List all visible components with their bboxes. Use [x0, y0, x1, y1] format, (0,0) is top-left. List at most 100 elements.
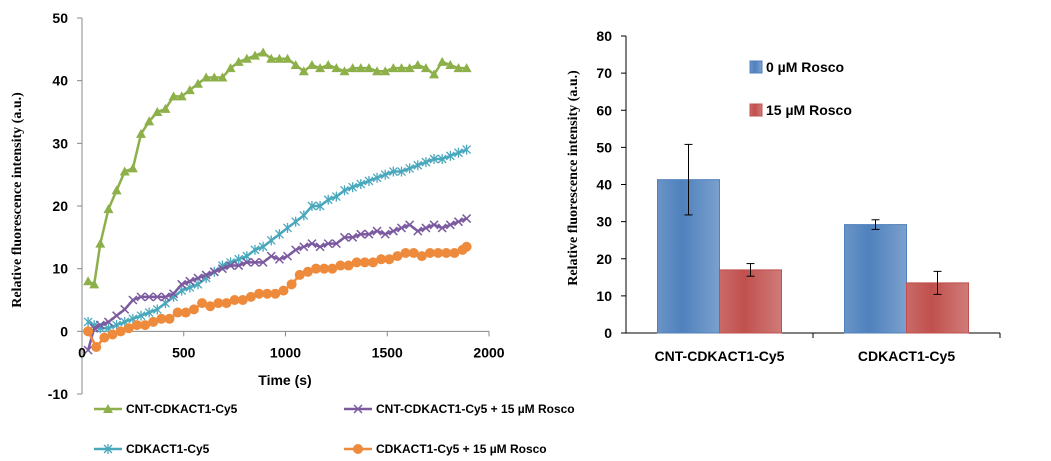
data-point [462, 144, 472, 155]
data-point [372, 66, 383, 76]
data-point [89, 279, 100, 289]
data-point [302, 266, 313, 277]
data-point [283, 251, 293, 261]
data-point [233, 56, 244, 66]
series-line [87, 148, 468, 330]
data-point [266, 251, 276, 261]
data-point [396, 63, 407, 73]
data-point [454, 147, 463, 158]
bar [719, 269, 782, 334]
data-point [136, 292, 146, 302]
data-point [299, 210, 309, 221]
bar-group [657, 143, 720, 334]
data-point [453, 217, 464, 227]
data-point [270, 288, 281, 299]
bar-chart-legend: 0 µM Rosco 15 µM Rosco [749, 59, 852, 118]
data-point [83, 326, 94, 337]
data-point [380, 169, 390, 180]
data-point [160, 292, 170, 302]
data-point [347, 63, 358, 73]
data-point [91, 342, 102, 352]
data-point [266, 53, 277, 63]
bar-chart-category-label: CDKACT1-Cy5 [858, 348, 955, 364]
data-point [315, 201, 325, 211]
line-series-0 [83, 47, 472, 289]
data-point [83, 276, 94, 286]
data-point [225, 63, 236, 73]
data-point [250, 244, 260, 255]
legend-marker [353, 444, 363, 454]
data-point [140, 320, 151, 331]
data-point [323, 60, 334, 69]
data-point [291, 216, 301, 227]
data-point [120, 304, 130, 314]
data-point [433, 248, 444, 258]
line-chart-y-axis-title: Relative fluorescence intensity (a.u.) [10, 92, 25, 308]
data-point [420, 63, 431, 73]
line-chart-y-tick-label: 40 [52, 73, 68, 89]
data-point [111, 185, 122, 195]
data-point [327, 263, 338, 274]
line-series-3 [83, 241, 472, 352]
data-point [380, 66, 391, 76]
bar-chart-y-tick-label: 50 [596, 139, 612, 155]
bar-chart-y-tick-label: 80 [596, 28, 612, 44]
data-point [311, 263, 322, 274]
data-point [298, 66, 309, 76]
data-point [258, 241, 268, 252]
data-point [229, 295, 240, 305]
line-chart-y-tick-label: 30 [52, 135, 68, 151]
data-point [331, 239, 341, 249]
data-point [290, 60, 301, 69]
bar-group [719, 263, 782, 334]
legend-item: CNT-CDKACT1-Cy5 + 15 µM Rosco [344, 402, 575, 416]
data-point [307, 239, 317, 249]
data-point [127, 163, 138, 173]
line-chart-legend: CNT-CDKACT1-Cy5 CNT-CDKACT1-Cy5 + 15 µM R… [94, 402, 575, 456]
legend-label: CNT-CDKACT1-Cy5 + 15 µM Rosco [376, 402, 575, 416]
data-point [461, 241, 472, 252]
legend-item: CDKACT1-Cy5 [94, 442, 210, 456]
data-point [144, 292, 154, 302]
data-point [372, 226, 382, 236]
data-point [205, 301, 216, 312]
data-point [258, 47, 269, 57]
data-point [404, 63, 415, 73]
data-point [168, 91, 179, 101]
line-chart-x-tick-label: 500 [172, 344, 196, 360]
line-chart-x-tick-label: 2000 [473, 344, 504, 360]
data-point [123, 323, 134, 334]
data-point [372, 172, 382, 183]
data-point [343, 260, 354, 271]
line-chart-x-tick-label: 1000 [270, 344, 301, 360]
data-point [424, 248, 435, 258]
data-point [368, 257, 379, 268]
legend-item: CNT-CDKACT1-Cy5 [94, 402, 238, 416]
data-point [250, 257, 260, 267]
data-point [213, 298, 224, 309]
data-point [274, 53, 285, 63]
data-point [197, 298, 208, 309]
data-point [136, 310, 146, 321]
bar-chart-y-tick-label: 10 [596, 288, 612, 304]
data-point [356, 179, 366, 190]
data-point [437, 154, 447, 164]
data-point [209, 267, 219, 277]
data-point [237, 295, 248, 305]
data-point [335, 260, 346, 271]
data-point [136, 128, 147, 138]
data-point [356, 229, 366, 239]
legend-marker [353, 404, 363, 414]
data-point [185, 276, 195, 286]
data-point [180, 307, 191, 318]
data-point [323, 239, 333, 249]
line-chart-y-tick-label: 20 [52, 198, 68, 214]
data-point [380, 229, 390, 239]
data-point [249, 50, 260, 60]
data-point [209, 72, 220, 82]
bar-chart-y-tick-label: 30 [596, 214, 612, 230]
data-point [413, 226, 423, 236]
data-point [429, 154, 439, 164]
data-point [278, 285, 289, 296]
